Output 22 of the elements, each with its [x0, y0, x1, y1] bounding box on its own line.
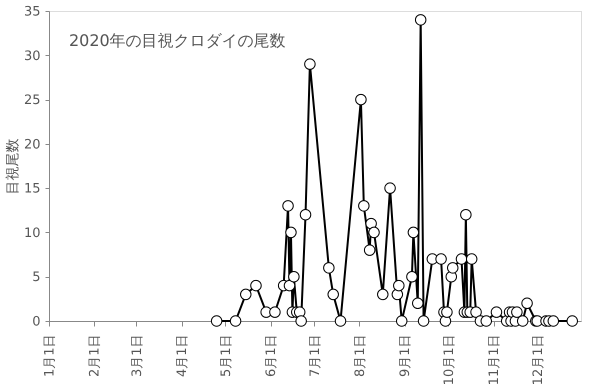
text: 2020年の目視クロダイの尾数 — [69, 31, 286, 50]
x-tick-label: 7月1日 — [308, 334, 323, 378]
y-axis-title: 目視尾数 — [4, 138, 21, 194]
y-tick-label: 20 — [24, 137, 40, 152]
y-tick-label: 35 — [24, 4, 40, 20]
y-tick-label: 25 — [24, 93, 40, 108]
x-tick-label: 6月1日 — [264, 334, 280, 378]
y-tick-label: 15 — [24, 182, 40, 197]
y-tick-label: 0 — [32, 314, 40, 330]
x-tick-label: 5月1日 — [218, 334, 234, 378]
y-tick-label: 5 — [32, 270, 40, 286]
x-tick-label: 3月1日 — [130, 334, 145, 378]
x-tick-label: 1月1日 — [42, 334, 58, 378]
y-tick-label: 10 — [24, 226, 40, 241]
x-tick-label: 4月1日 — [175, 334, 190, 378]
x-tick-label: 9月1日 — [398, 334, 414, 378]
x-tick-label: 2月1日 — [88, 334, 103, 378]
x-tick-label: 10月1日 — [442, 334, 457, 386]
x-tick-label: 8月1日 — [352, 334, 368, 378]
x-tick-label: 12月1日 — [530, 334, 546, 386]
y-tick-label: 30 — [24, 48, 40, 64]
x-tick-label: 11月1日 — [487, 334, 502, 386]
